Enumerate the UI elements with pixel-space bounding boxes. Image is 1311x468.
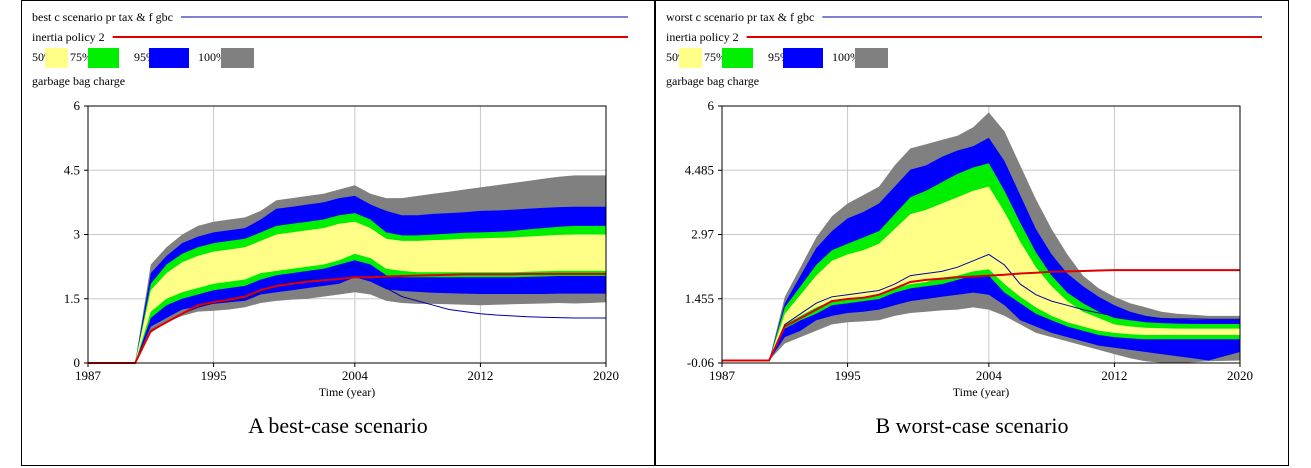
x-tick-label-0: 1987 [75,368,102,383]
chart-best-case: best c scenario pr tax & f gbc inertia po… [32,10,628,399]
y-tick-label-3: 4.5 [64,162,80,177]
legend-band-swatch-1 [88,48,119,68]
legend-band-swatch-2 [783,48,823,68]
caption-best-case: A best-case scenario [248,413,428,438]
series-line-policy [722,269,1240,362]
x-tick-label-0: 1987 [709,368,736,383]
y-tick-label-0: -0.06 [687,355,715,370]
band-50pct [88,221,606,363]
legend-band-swatch-0 [679,48,702,68]
y-tick-label-0: 0 [74,355,81,370]
panel-worst-case: worst c scenario pr tax & f gbc inertia p… [655,0,1289,466]
y-tick-label-4: 6 [708,98,715,113]
legend-band-label-3: 100% [198,50,226,64]
y-tick-label-4: 6 [74,98,81,113]
series-line-scenario [722,253,1240,361]
x-tick-label-4: 2020 [1227,368,1253,383]
x-axis-label: Time (year) [319,385,376,399]
panel-best-case: best c scenario pr tax & f gbc inertia po… [21,0,655,466]
x-tick-label-2: 2004 [976,368,1003,383]
legend-band-label-1: 75% [704,50,726,64]
legend-label-policy: inertia policy 2 [32,30,105,44]
series-line-policy [88,272,606,364]
variable-label: garbage bag charge [666,74,759,88]
y-tick-label-2: 3 [74,227,81,242]
x-tick-label-1: 1995 [201,368,227,383]
legend-band-label-1: 75% [70,50,92,64]
series-line-scenario [88,263,606,364]
x-tick-label-4: 2020 [593,368,619,383]
legend-label-policy: inertia policy 2 [666,30,739,44]
chart-worst-case: worst c scenario pr tax & f gbc inertia p… [666,10,1262,399]
band-50pct [722,186,1240,361]
x-tick-label-3: 2012 [467,368,493,383]
legend-label-scenario: worst c scenario pr tax & f gbc [666,10,814,24]
y-tick-label-2: 2.97 [691,227,714,242]
legend-label-scenario: best c scenario pr tax & f gbc [32,10,173,24]
x-tick-label-2: 2004 [342,368,369,383]
legend-band-swatch-2 [149,48,189,68]
legend-band-swatch-1 [722,48,753,68]
y-tick-label-1: 1.455 [685,291,714,306]
x-axis-label: Time (year) [953,385,1010,399]
caption-worst-case: B worst-case scenario [875,413,1069,438]
x-tick-label-1: 1995 [835,368,861,383]
legend-band-swatch-3 [855,48,888,68]
x-tick-label-3: 2012 [1101,368,1127,383]
legend-band-label-3: 100% [832,50,860,64]
variable-label: garbage bag charge [32,74,125,88]
legend-band-swatch-3 [221,48,254,68]
y-tick-label-3: 4.485 [685,162,714,177]
legend-band-swatch-0 [45,48,68,68]
y-tick-label-1: 1.5 [64,291,80,306]
